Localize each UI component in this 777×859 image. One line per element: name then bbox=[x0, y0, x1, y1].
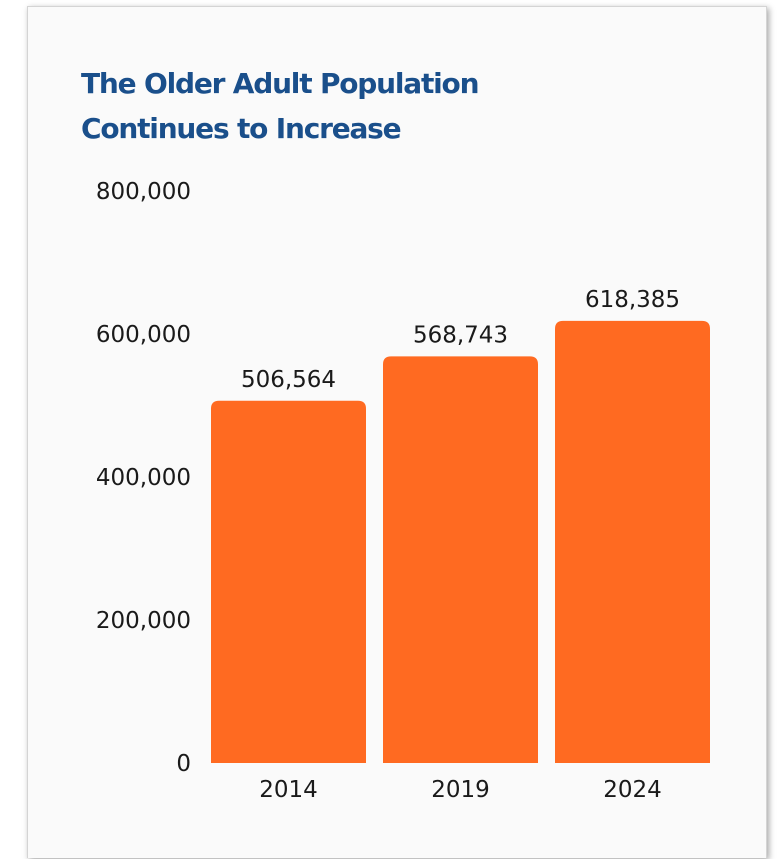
y-tick-label: 800,000 bbox=[96, 179, 191, 205]
x-tick-label: 2019 bbox=[431, 777, 490, 803]
bar-2019 bbox=[383, 356, 538, 763]
x-tick-label: 2024 bbox=[603, 777, 662, 803]
y-tick-label: 600,000 bbox=[96, 322, 191, 348]
chart-card: The Older Adult Population Continues to … bbox=[27, 6, 767, 858]
bar-chart: 0 200,000 400,000 600,000 800,000 506,564 568… bbox=[96, 179, 710, 803]
bar-value-label: 618,385 bbox=[585, 287, 680, 313]
bar-value-label: 568,743 bbox=[413, 322, 508, 348]
bars bbox=[211, 320, 710, 763]
y-axis-ticks: 0 200,000 400,000 600,000 800,000 bbox=[96, 179, 191, 777]
y-tick-label: 0 bbox=[176, 751, 191, 777]
chart-title: The Older Adult Population Continues to … bbox=[81, 67, 480, 145]
bar-2024 bbox=[555, 320, 710, 763]
bar-value-label: 506,564 bbox=[241, 367, 336, 393]
bar-value-labels: 506,564 568,743 618,385 bbox=[241, 287, 680, 393]
x-axis-labels: 2014 2019 2024 bbox=[259, 777, 662, 803]
x-tick-label: 2014 bbox=[259, 777, 318, 803]
y-tick-label: 200,000 bbox=[96, 608, 191, 634]
bar-2014 bbox=[211, 400, 366, 763]
y-tick-label: 400,000 bbox=[96, 465, 191, 491]
